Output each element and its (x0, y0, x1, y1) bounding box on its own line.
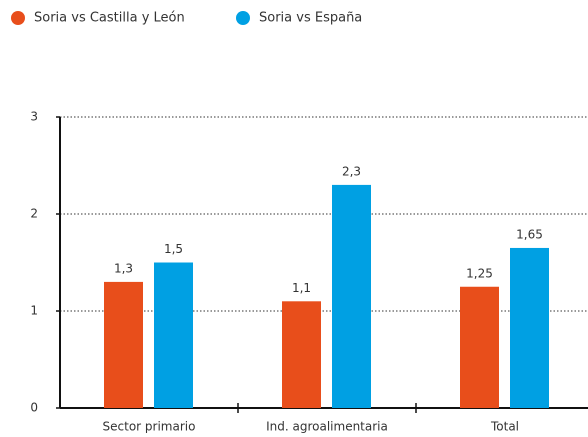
data-label: 1,5 (164, 242, 183, 256)
bar (154, 262, 193, 408)
legend-swatch (11, 11, 25, 25)
data-label: 1,25 (466, 266, 493, 280)
bar (460, 286, 499, 408)
x-tick-label: Ind. agroalimentaria (266, 420, 388, 434)
data-label: 2,3 (342, 164, 361, 178)
data-label: 1,1 (292, 281, 311, 295)
data-label: 1,3 (114, 261, 133, 275)
bar (104, 281, 143, 408)
x-tick-label: Sector primario (103, 420, 196, 434)
legend-label: Soria vs Castilla y León (34, 11, 185, 26)
bar (282, 301, 321, 408)
y-tick-label: 1 (30, 304, 38, 318)
legend-label: Soria vs España (259, 11, 362, 26)
y-tick-label: 2 (30, 207, 38, 221)
x-tick-label: Total (490, 420, 519, 434)
legend-swatch (236, 11, 250, 25)
y-tick-label: 3 (30, 110, 38, 124)
bar (332, 184, 371, 408)
y-tick-label: 0 (30, 401, 38, 415)
data-label: 1,65 (516, 227, 543, 241)
bar (510, 247, 549, 408)
